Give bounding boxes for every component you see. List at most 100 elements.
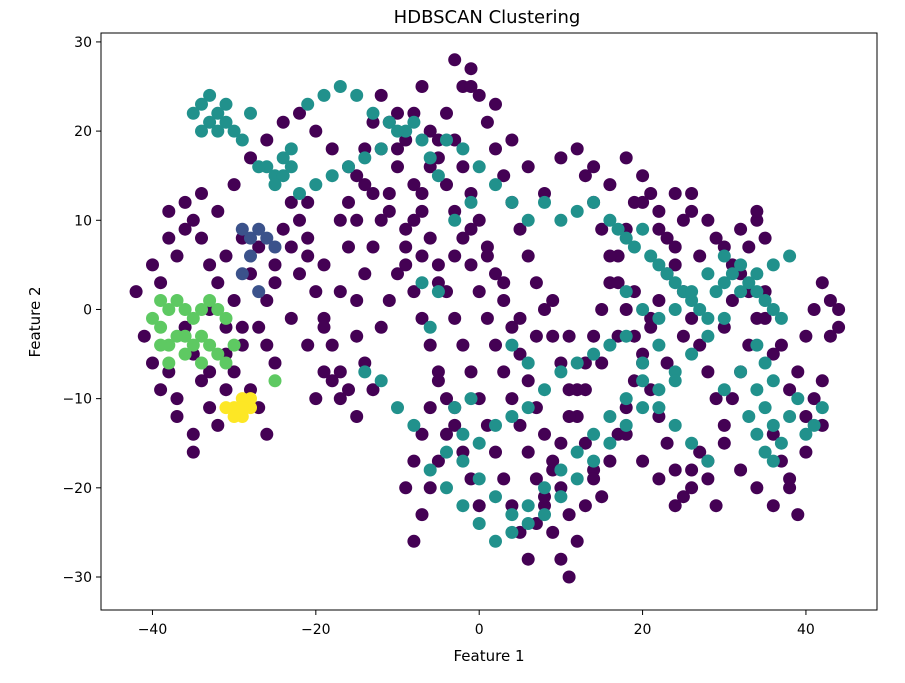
data-point-cluster-1	[448, 401, 462, 415]
data-point-cluster--1	[521, 374, 535, 388]
data-point-cluster--1	[472, 88, 486, 102]
data-point-cluster--1	[407, 285, 421, 299]
data-point-cluster--1	[186, 445, 200, 459]
data-point-cluster--1	[195, 231, 208, 245]
data-point-cluster-1	[448, 213, 462, 227]
data-point-cluster--1	[595, 490, 609, 504]
data-point-cluster--1	[636, 347, 650, 361]
data-point-cluster-1	[815, 401, 829, 415]
data-point-cluster-1	[284, 142, 298, 156]
data-point-cluster--1	[587, 160, 601, 174]
data-point-cluster--1	[783, 383, 797, 397]
data-point-cluster--1	[832, 320, 846, 334]
data-point-cluster--1	[366, 115, 380, 129]
x-tick-label: −20	[301, 622, 331, 638]
data-point-cluster--1	[529, 329, 543, 343]
data-point-cluster--1	[317, 258, 331, 272]
data-point-cluster--1	[701, 472, 715, 486]
data-point-cluster--1	[554, 481, 568, 495]
data-point-cluster--1	[538, 490, 551, 504]
data-point-cluster-1	[195, 97, 208, 111]
data-point-cluster-1	[391, 401, 404, 415]
data-point-cluster--1	[366, 187, 380, 200]
data-point-cluster--1	[268, 276, 282, 290]
data-point-cluster-1	[538, 195, 551, 209]
data-point-cluster--1	[235, 320, 249, 334]
data-point-cluster-1	[252, 160, 266, 174]
data-point-cluster--1	[554, 552, 568, 566]
data-point-cluster--1	[570, 534, 584, 548]
data-point-cluster--1	[709, 392, 723, 406]
y-tick-label: 20	[74, 124, 92, 140]
data-point-cluster--1	[448, 249, 462, 263]
data-point-cluster--1	[578, 499, 592, 513]
data-point-cluster-1	[521, 499, 535, 513]
data-point-cluster--1	[325, 142, 339, 156]
data-point-cluster--1	[374, 320, 388, 334]
data-point-cluster--1	[668, 240, 682, 254]
data-point-cluster--1	[407, 213, 421, 227]
data-point-cluster-0	[244, 249, 257, 263]
data-point-cluster--1	[146, 356, 159, 370]
data-point-cluster-2	[146, 311, 159, 325]
data-point-cluster--1	[391, 106, 404, 120]
data-point-cluster--1	[717, 240, 731, 254]
data-point-cluster--1	[399, 222, 413, 236]
data-point-cluster-1	[293, 187, 306, 200]
data-point-cluster-1	[603, 410, 617, 423]
data-point-cluster-1	[431, 169, 445, 183]
data-point-cluster-1	[807, 418, 821, 432]
data-point-cluster-1	[309, 178, 323, 192]
data-point-cluster-1	[652, 338, 666, 352]
data-point-cluster--1	[293, 213, 306, 227]
data-point-cluster--1	[391, 160, 404, 174]
data-point-cluster--1	[603, 249, 617, 263]
data-point-cluster-1	[472, 517, 486, 530]
data-point-cluster--1	[554, 151, 568, 165]
data-point-cluster--1	[766, 427, 780, 441]
data-point-cluster--1	[333, 365, 347, 379]
data-point-cluster-1	[456, 454, 470, 468]
y-tick-label: −20	[62, 481, 92, 497]
data-point-cluster-1	[766, 454, 780, 468]
data-point-cluster-1	[701, 454, 715, 468]
data-point-cluster--1	[423, 401, 437, 415]
data-point-cluster--1	[374, 213, 388, 227]
data-point-cluster--1	[284, 311, 298, 325]
data-point-cluster--1	[415, 187, 429, 200]
data-point-cluster--1	[211, 418, 225, 432]
data-point-cluster-1	[734, 258, 748, 272]
data-point-cluster-1	[350, 88, 364, 102]
data-point-cluster--1	[464, 80, 478, 93]
data-point-cluster--1	[423, 231, 437, 245]
data-point-cluster--1	[374, 88, 388, 102]
data-point-cluster-1	[603, 213, 617, 227]
data-point-cluster-1	[358, 151, 372, 165]
data-point-cluster-1	[374, 374, 388, 388]
data-point-cluster--1	[203, 365, 217, 379]
data-point-cluster-2	[154, 320, 168, 334]
y-axis-label: Feature 2	[26, 287, 44, 358]
data-point-cluster-1	[235, 133, 249, 147]
data-point-cluster--1	[382, 187, 396, 200]
data-point-cluster--1	[774, 338, 788, 352]
data-point-cluster-2	[219, 311, 233, 325]
data-point-cluster-1	[766, 258, 780, 272]
data-point-cluster--1	[538, 427, 551, 441]
data-point-cluster-1	[717, 276, 731, 290]
data-point-cluster--1	[554, 356, 568, 370]
data-point-cluster-2	[203, 338, 217, 352]
data-point-cluster--1	[195, 187, 208, 200]
data-point-cluster--1	[423, 481, 437, 495]
data-point-cluster--1	[431, 276, 445, 290]
data-point-cluster-1	[186, 106, 200, 120]
data-point-cluster--1	[668, 499, 682, 513]
data-point-cluster-1	[358, 365, 372, 379]
data-point-cluster--1	[505, 392, 519, 406]
data-point-cluster--1	[791, 365, 805, 379]
data-point-cluster-0	[252, 285, 266, 299]
data-point-cluster--1	[570, 142, 584, 156]
data-point-cluster-1	[227, 124, 241, 138]
data-point-cluster--1	[276, 222, 290, 236]
data-point-cluster-1	[570, 204, 584, 218]
